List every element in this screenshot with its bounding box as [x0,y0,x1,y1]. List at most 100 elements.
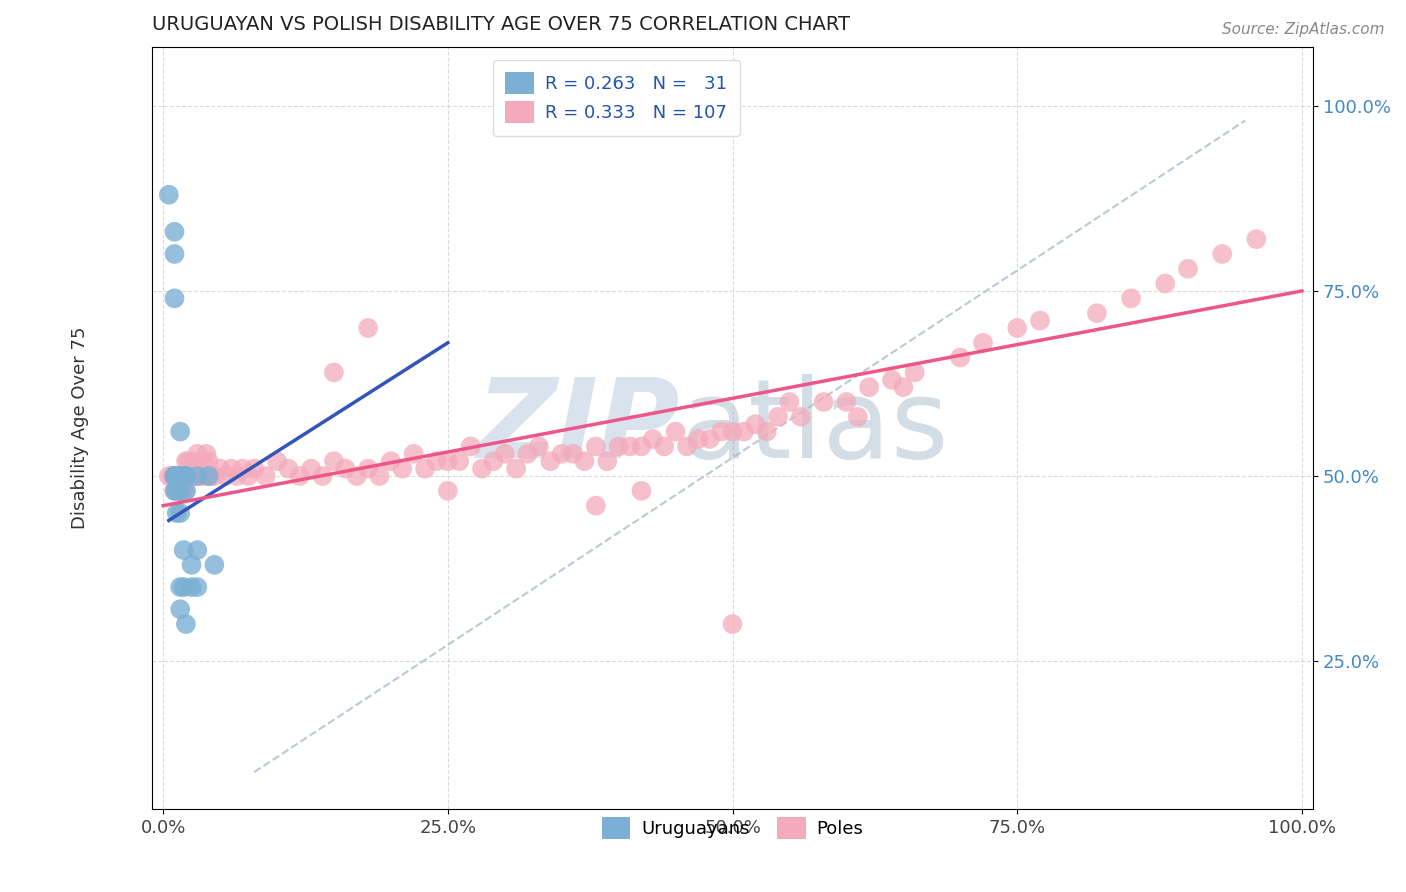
Point [357,461,380,475]
Point [778,395,800,409]
Point [437,483,460,498]
Point [846,409,869,424]
Point [197,454,219,468]
Point [904,365,927,379]
Point [157,187,180,202]
Point [1005,321,1028,335]
Point [180,580,202,594]
Point [195,447,218,461]
Point [197,469,219,483]
Point [1029,313,1052,327]
Point [166,506,188,520]
Point [186,447,208,461]
Point [173,543,195,558]
Point [538,454,561,468]
Point [243,461,266,475]
Point [209,461,232,475]
Point [163,469,186,483]
Point [574,454,596,468]
Point [163,483,186,498]
Point [494,447,516,461]
Point [157,469,180,483]
Point [311,469,333,483]
Point [277,461,299,475]
Point [688,432,710,446]
Point [766,409,789,424]
Point [357,321,380,335]
Point [174,483,197,498]
Point [425,454,447,468]
Point [380,454,402,468]
Point [607,439,630,453]
Point [630,439,652,453]
Point [733,425,755,439]
Point [619,439,641,453]
Point [266,454,288,468]
Point [368,469,391,483]
Point [169,483,191,498]
Point [186,469,208,483]
Point [169,483,191,498]
Point [163,469,186,483]
Point [391,461,413,475]
Point [215,469,238,483]
Point [173,483,195,498]
Point [516,447,538,461]
Point [169,425,191,439]
Point [288,469,311,483]
Point [169,506,191,520]
Point [202,469,225,483]
Point [790,409,813,424]
Point [169,580,191,594]
Point [167,469,190,483]
Point [163,469,186,483]
Point [180,558,202,572]
Point [402,447,425,461]
Point [174,469,197,483]
Point [186,469,208,483]
Point [163,225,186,239]
Text: ZIP: ZIP [477,375,681,482]
Point [174,617,197,632]
Point [226,469,249,483]
Point [191,469,214,483]
Point [323,365,346,379]
Point [1177,261,1199,276]
Point [949,351,972,365]
Point [163,483,186,498]
Point [174,469,197,483]
Point [232,461,254,475]
Point [972,335,994,350]
Point [721,425,744,439]
Point [1246,232,1268,246]
Point [755,425,778,439]
Point [641,432,664,446]
Point [585,499,607,513]
Point [169,469,191,483]
Point [163,247,186,261]
Point [169,602,191,616]
Point [173,580,195,594]
Point [163,469,186,483]
Point [596,454,619,468]
Point [173,469,195,483]
Point [562,447,585,461]
Point [180,454,202,468]
Point [891,380,914,394]
Point [858,380,880,394]
Point [630,483,652,498]
Point [174,454,197,468]
Point [197,469,219,483]
Point [184,469,207,483]
Point [1119,291,1142,305]
Point [254,469,277,483]
Point [173,469,195,483]
Point [188,469,211,483]
Point [505,461,527,475]
Point [460,439,482,453]
Point [200,469,222,483]
Legend: Uruguayans, Poles: Uruguayans, Poles [595,809,870,846]
Point [169,469,191,483]
Point [652,439,675,453]
Point [174,469,197,483]
